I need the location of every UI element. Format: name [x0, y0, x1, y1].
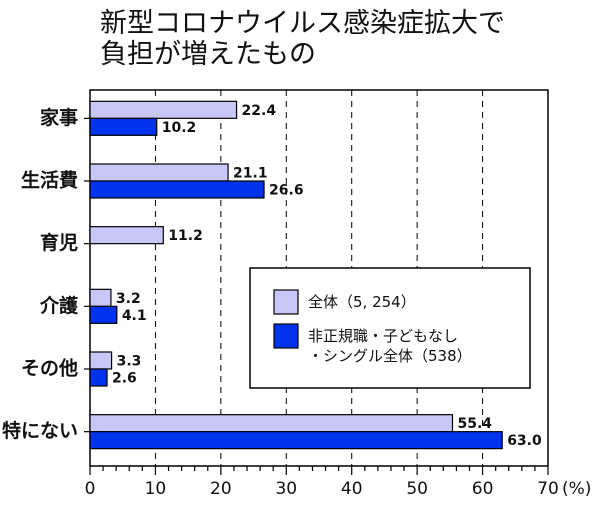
data-label: 11.2 [168, 228, 203, 244]
bar [89, 226, 164, 245]
legend-label: 全体（5, 254） [308, 293, 416, 311]
x-tick-label: 10 [145, 479, 167, 499]
bar [89, 100, 238, 119]
bar [89, 431, 503, 450]
x-unit-label: (%) [562, 479, 591, 499]
category-label: 生活費 [21, 169, 78, 192]
legend-swatch [273, 323, 299, 349]
data-label: 3.2 [116, 291, 141, 307]
data-label: 2.6 [112, 371, 137, 387]
title-line-2: 負担が増えたもの [100, 39, 316, 70]
category-label: 育児 [40, 231, 78, 254]
chart-title: 新型コロナウイルス感染症拡大で 負担が増えたもの [100, 8, 505, 70]
data-label: 22.4 [242, 103, 277, 119]
category-label: 家事 [40, 106, 78, 129]
legend-swatch [273, 289, 299, 315]
bar [89, 351, 113, 370]
bar [89, 305, 118, 324]
bar [89, 117, 158, 136]
data-label: 63.0 [507, 433, 542, 449]
x-tick-label: 50 [406, 479, 428, 499]
data-label: 21.1 [233, 166, 268, 182]
x-tick-label: 70 [537, 479, 559, 499]
category-label: 介護 [39, 294, 79, 317]
x-tick-label: 20 [210, 479, 232, 499]
bar [89, 180, 265, 199]
title-line-1: 新型コロナウイルス感染症拡大で [100, 8, 505, 39]
data-label: 26.6 [269, 183, 304, 199]
data-label: 3.3 [117, 354, 142, 370]
x-tick-label: 30 [275, 479, 297, 499]
data-label: 55.4 [457, 416, 492, 432]
bar [89, 288, 112, 307]
bar [89, 368, 108, 387]
x-tick-label: 60 [472, 479, 494, 499]
legend-label: ・シングル全体（538） [308, 347, 472, 365]
legend-label: 非正規職・子どもなし [308, 327, 458, 345]
data-label: 10.2 [162, 120, 197, 136]
x-tick-label: 40 [341, 479, 363, 499]
category-label: その他 [21, 357, 78, 380]
bar [89, 414, 454, 433]
category-label: 特にない [2, 420, 78, 442]
x-tick-label: 0 [85, 479, 96, 499]
data-label: 4.1 [122, 308, 147, 324]
bar [89, 163, 229, 182]
